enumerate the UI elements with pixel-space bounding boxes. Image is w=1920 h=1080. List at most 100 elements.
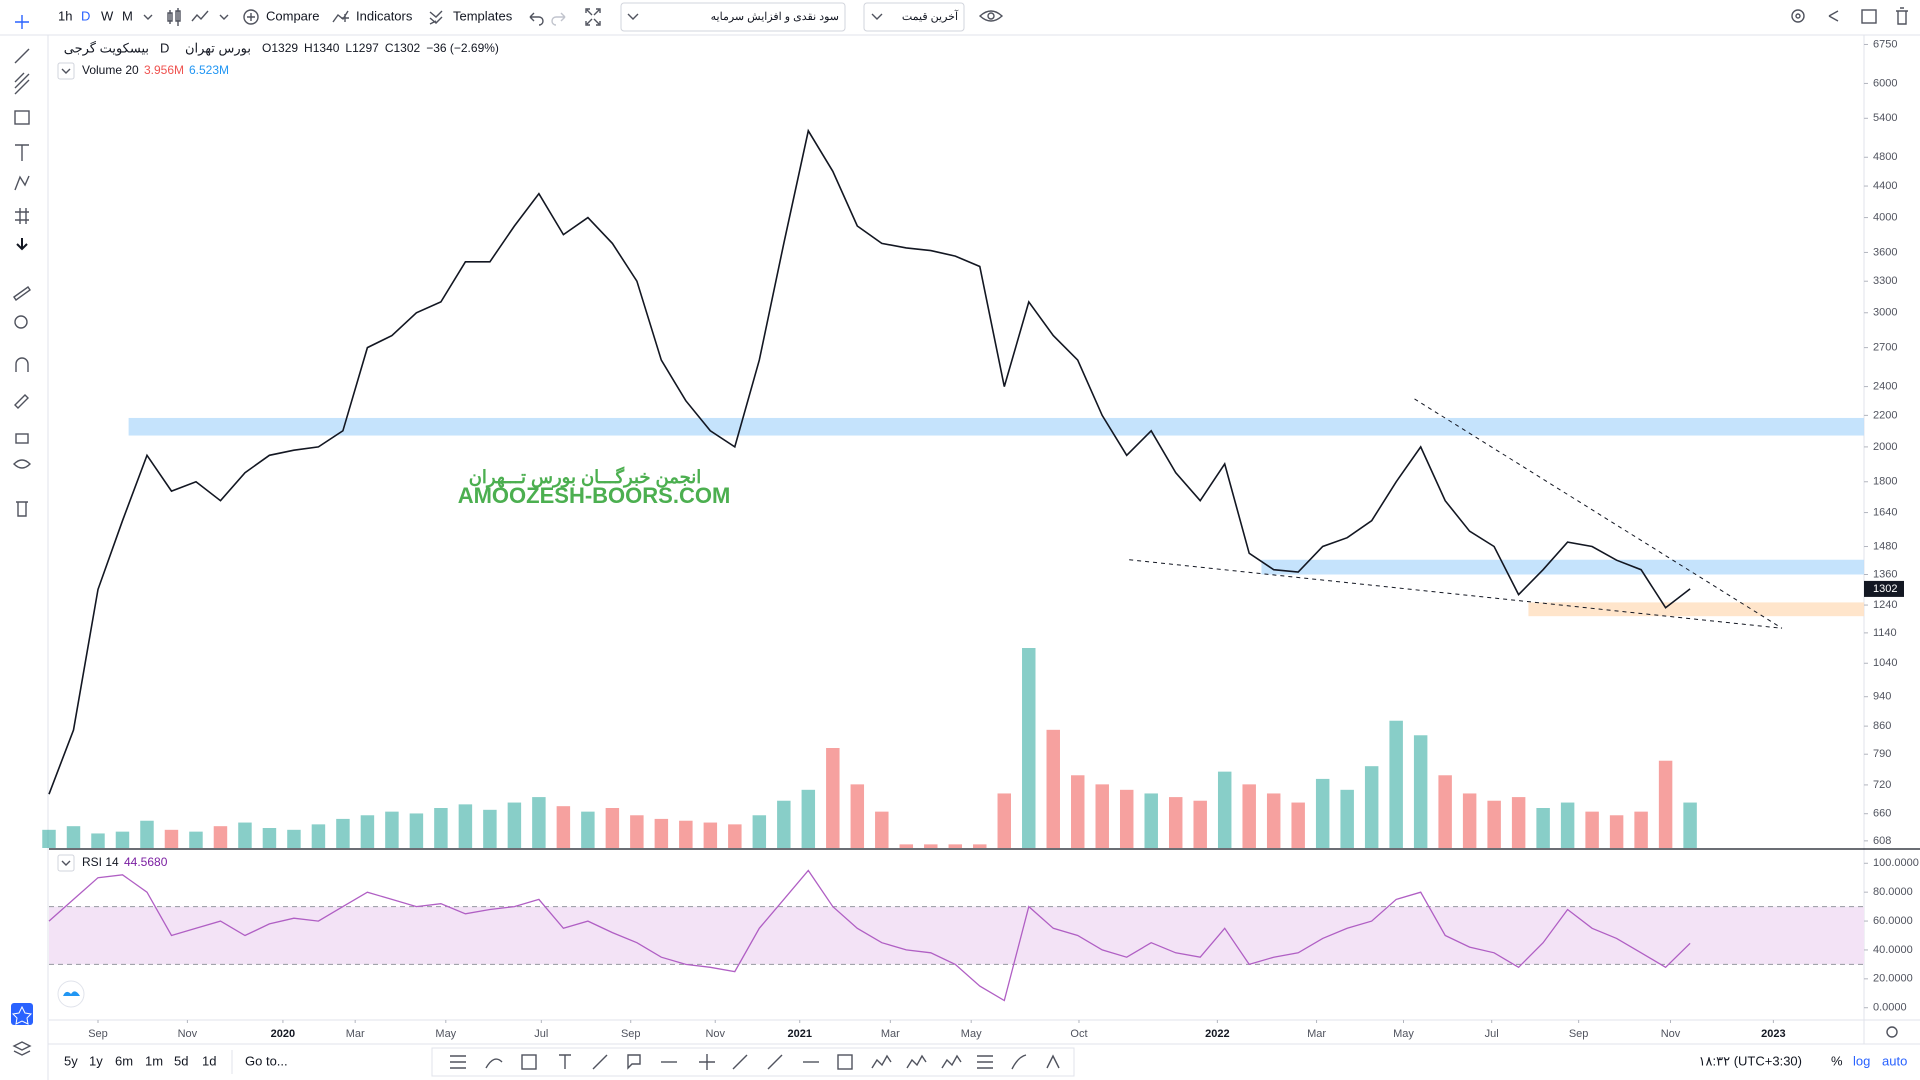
y-tick-label: 1480	[1873, 540, 1897, 552]
log-toggle[interactable]: log	[1853, 1053, 1870, 1068]
tool-icon[interactable]	[699, 1054, 715, 1070]
tool-icon[interactable]	[871, 1054, 892, 1069]
redo[interactable]	[551, 12, 566, 26]
change: −36 (−2.69%)	[426, 41, 499, 55]
interval[interactable]: D	[81, 8, 90, 23]
compare-button[interactable]: Compare	[266, 8, 319, 23]
range-button[interactable]: 1y	[89, 1053, 103, 1068]
eye-icon[interactable]	[978, 10, 1004, 22]
prediction-tool[interactable]	[15, 208, 29, 224]
y-tick-label: 40.0000	[1873, 944, 1913, 956]
interval[interactable]: W	[101, 8, 114, 23]
x-tick-label: May	[961, 1028, 982, 1040]
layers-icon[interactable]	[12, 1041, 32, 1056]
fullscreen[interactable]	[585, 8, 601, 26]
volume-bar	[238, 822, 252, 848]
fib-tool[interactable]	[14, 72, 30, 95]
tool-icon[interactable]	[627, 1054, 641, 1070]
y-tick-label: 660	[1873, 808, 1891, 820]
templates-button[interactable]: Templates	[453, 8, 513, 23]
chevron[interactable]	[143, 14, 153, 20]
undo[interactable]	[529, 12, 544, 26]
line-icon[interactable]	[191, 10, 209, 22]
visibility-tool[interactable]	[13, 459, 31, 469]
text-tool[interactable]	[15, 144, 29, 161]
remove-tool[interactable]	[16, 501, 28, 517]
last-price-tag	[1864, 580, 1904, 597]
collapse-button[interactable]	[57, 62, 75, 80]
x-tick-label: 2023	[1761, 1028, 1785, 1040]
axis-settings[interactable]	[1886, 1026, 1898, 1038]
ruler-tool[interactable]	[13, 286, 31, 301]
arrow-tool[interactable]	[16, 238, 28, 251]
share-icon[interactable]	[1828, 10, 1839, 22]
volume-bar	[1168, 797, 1183, 848]
rsi-line	[48, 869, 1691, 1002]
compare-icon[interactable]	[243, 9, 259, 25]
volume-bar	[948, 844, 963, 848]
y-tick-label: 6750	[1873, 38, 1897, 50]
volume-bar	[997, 793, 1011, 848]
tool-icon[interactable]	[1011, 1054, 1027, 1070]
tool-icon[interactable]	[837, 1054, 853, 1070]
indicators-icon[interactable]	[332, 10, 349, 23]
rsi-legend: RSI 14	[82, 855, 119, 869]
zoom-tool[interactable]	[14, 315, 28, 329]
y-tick-label: 4000	[1873, 211, 1897, 223]
settings-icon[interactable]	[1791, 9, 1805, 23]
volume-bar	[801, 789, 816, 848]
volume-bar	[899, 844, 914, 848]
x-tick-label: Nov	[705, 1028, 725, 1040]
range-button[interactable]: 5y	[64, 1053, 78, 1068]
exchange: بورس تهران	[185, 40, 251, 56]
crosshair-tool[interactable]	[15, 15, 29, 29]
magnet-tool[interactable]	[15, 357, 29, 372]
symbol-legend: بیسکویت گرجی D بورس تهران O1329 H1340 L129…	[64, 40, 499, 56]
lock-draw-tool[interactable]	[14, 394, 29, 409]
tool-icon[interactable]	[1046, 1054, 1060, 1069]
shape-tool[interactable]	[14, 110, 30, 125]
chart-type-icon[interactable]	[167, 8, 181, 26]
lock-tool[interactable]	[15, 433, 29, 444]
percent-toggle[interactable]: %	[1831, 1053, 1843, 1068]
tool-icon[interactable]	[485, 1058, 503, 1069]
range-button[interactable]: 1d	[202, 1053, 216, 1068]
pattern-tool[interactable]	[14, 175, 30, 191]
dividend-select[interactable]	[620, 2, 846, 32]
trendline-tool[interactable]	[14, 48, 30, 64]
tool-icon[interactable]	[592, 1054, 608, 1070]
y-tick-label: 2700	[1873, 342, 1897, 354]
trash-icon[interactable]	[1896, 7, 1908, 25]
tool-icon[interactable]	[767, 1054, 783, 1070]
interval[interactable]: M	[122, 8, 133, 23]
x-tick-label: Sep	[621, 1028, 641, 1040]
value: 1302	[393, 41, 420, 55]
x-tick-label: Mar	[1307, 1028, 1326, 1040]
range-button[interactable]: 5d	[174, 1053, 188, 1068]
y-tick-label: 100.0000	[1873, 857, 1919, 869]
range-button[interactable]: 1m	[145, 1053, 163, 1068]
tool-icon[interactable]	[521, 1054, 537, 1070]
tool-icon[interactable]	[906, 1054, 927, 1069]
tool-icon[interactable]	[732, 1054, 748, 1070]
tool-icon[interactable]	[941, 1054, 962, 1069]
snapshot-icon[interactable]	[1861, 9, 1877, 24]
tool-icon[interactable]	[450, 1055, 466, 1069]
price-select[interactable]	[863, 2, 965, 32]
interval[interactable]: 1h	[58, 8, 72, 23]
y-tick-label: 3300	[1873, 275, 1897, 287]
goto-button[interactable]: Go to...	[245, 1053, 288, 1068]
x-tick-label: Nov	[178, 1028, 198, 1040]
collapse-button[interactable]	[57, 854, 75, 872]
range-button[interactable]: 6m	[115, 1053, 133, 1068]
auto-toggle[interactable]: auto	[1882, 1053, 1907, 1068]
label: C	[385, 41, 394, 55]
tool-icon[interactable]	[977, 1055, 993, 1069]
price-zone	[1261, 559, 1864, 575]
tool-icon[interactable]	[559, 1054, 571, 1069]
templates-icon[interactable]	[429, 10, 443, 25]
indicators-button[interactable]: Indicators	[356, 8, 413, 23]
volume-bar	[605, 808, 620, 848]
chevron[interactable]	[219, 14, 229, 20]
